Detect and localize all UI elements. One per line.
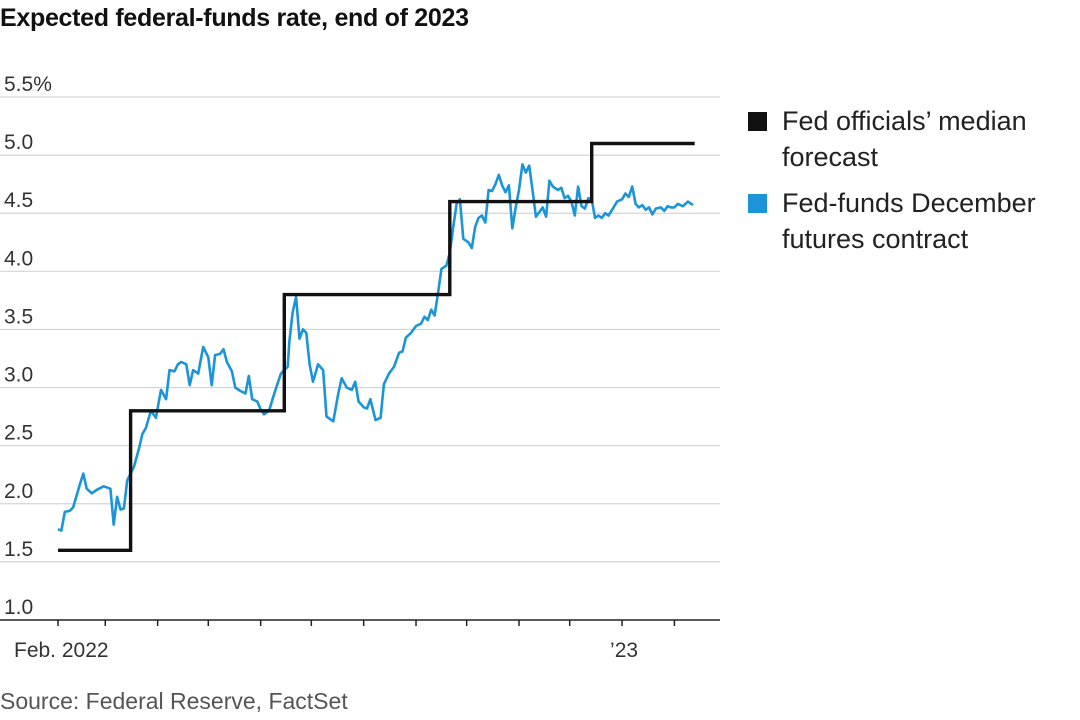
y-tick-label: 5.5%	[4, 73, 52, 96]
y-tick-label: 1.5	[4, 538, 33, 561]
y-tick-label: 3.0	[4, 364, 33, 387]
series-layer	[57, 141, 695, 552]
series-line-median-forecast	[58, 141, 695, 552]
gridlines	[0, 96, 720, 563]
chart-title: Expected federal-funds rate, end of 2023	[0, 4, 469, 32]
x-axis: Feb. 2022 ’23	[0, 619, 720, 662]
y-tick-label: 2.0	[4, 480, 33, 503]
y-tick-label: 5.0	[4, 131, 33, 154]
y-axis-labels: 1.0 1.5 2.0 2.5 3.0 3.5 4.0 4.5 5.0 5.5%	[4, 73, 52, 619]
legend-label-median: Fed officials’ median forecast	[782, 106, 1027, 172]
x-tick-label: ’23	[610, 639, 638, 662]
legend: Fed officials’ median forecast Fed-funds…	[748, 103, 1068, 267]
x-tick-label: Feb. 2022	[14, 639, 109, 662]
legend-swatch-futures	[748, 194, 767, 213]
legend-item-futures: Fed-funds December futures contract	[748, 185, 1068, 257]
y-tick-label: 1.0	[4, 596, 33, 619]
y-tick-label: 3.5	[4, 305, 33, 328]
y-tick-label: 4.0	[4, 247, 33, 270]
legend-label-futures: Fed-funds December futures contract	[782, 188, 1036, 254]
source-note: Source: Federal Reserve, FactSet	[0, 688, 348, 714]
legend-swatch-median	[748, 112, 767, 131]
y-tick-label: 2.5	[4, 422, 33, 445]
series-line-futures-contract	[57, 163, 694, 532]
legend-item-median: Fed officials’ median forecast	[748, 103, 1068, 175]
y-tick-label: 4.5	[4, 189, 33, 212]
